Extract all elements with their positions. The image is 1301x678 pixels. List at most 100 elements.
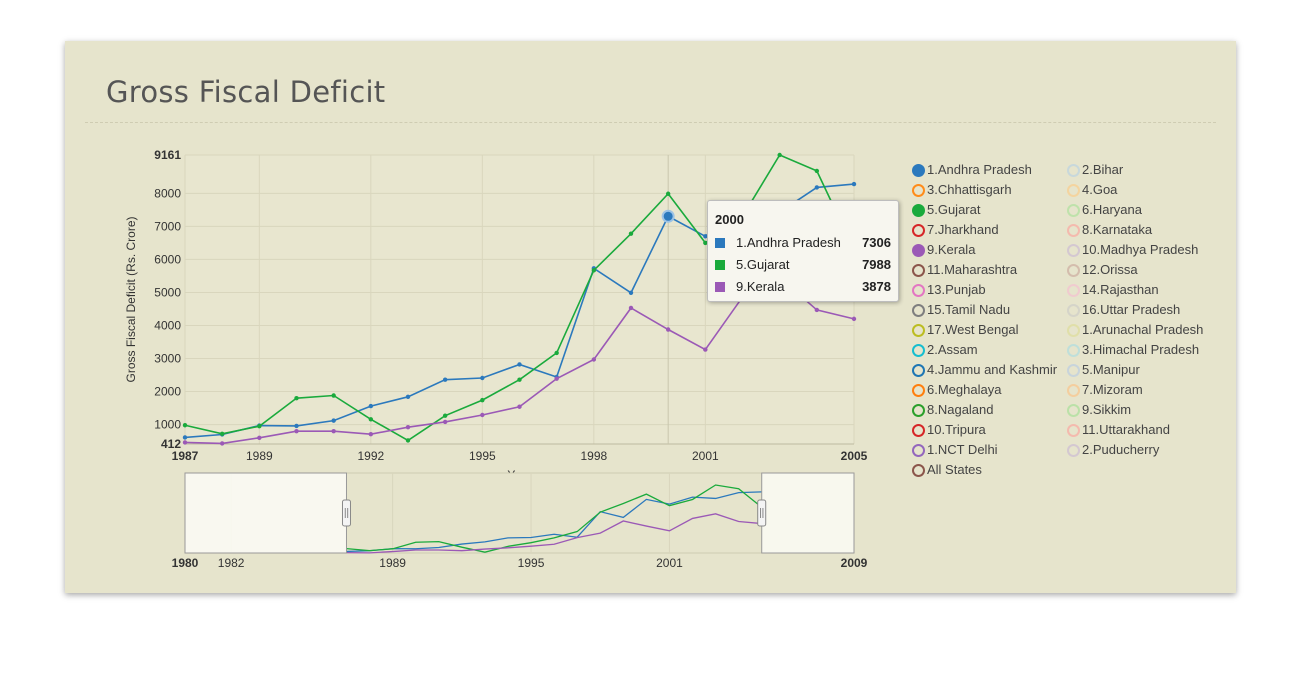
legend-label: 2.Bihar [1082, 162, 1124, 177]
legend-marker-icon [1067, 304, 1080, 317]
data-point[interactable] [554, 350, 559, 356]
tooltip-series-name: 1.Andhra Pradesh [736, 235, 841, 250]
navigator-tick-label: 1989 [379, 556, 406, 570]
x-tick-label: 1995 [469, 449, 496, 463]
legend-marker-icon [1067, 184, 1080, 197]
y-tick-label: 7000 [154, 219, 181, 233]
data-point[interactable] [703, 234, 708, 239]
data-point[interactable] [405, 438, 411, 443]
data-point[interactable] [368, 403, 374, 409]
legend-label: 8.Nagaland [927, 402, 994, 417]
data-point[interactable] [517, 404, 522, 409]
legend-marker-icon [912, 364, 925, 377]
data-point[interactable] [368, 431, 374, 437]
data-point[interactable] [814, 168, 820, 174]
chart-panel: Gross Fiscal Deficit 412 1000 2000 3000 4000… [65, 41, 1236, 593]
data-point[interactable] [628, 290, 634, 295]
data-point[interactable] [294, 423, 299, 429]
legend-marker-icon [912, 304, 925, 317]
data-point[interactable] [554, 376, 559, 381]
data-point[interactable] [480, 397, 485, 403]
data-point[interactable] [591, 357, 597, 362]
legend-label: 16.Uttar Pradesh [1082, 302, 1181, 317]
navigator-series-line [346, 484, 763, 553]
data-point[interactable] [331, 393, 336, 398]
legend-label: 11.Maharashtra [927, 262, 1018, 277]
data-point[interactable] [814, 307, 820, 313]
legend-marker-icon [912, 444, 925, 457]
data-point[interactable] [182, 435, 188, 440]
legend-marker-icon [912, 464, 925, 477]
tooltip-year: 2000 [715, 212, 744, 227]
data-point[interactable] [851, 181, 857, 187]
chart-title: Gross Fiscal Deficit [106, 75, 386, 109]
legend-marker-icon [912, 164, 925, 177]
data-point[interactable] [219, 441, 225, 446]
legend-label: 5.Gujarat [927, 202, 981, 217]
hover-marker [661, 209, 675, 223]
y-tick-label: 412 [161, 437, 181, 451]
data-point[interactable] [442, 413, 448, 418]
data-point[interactable] [219, 431, 225, 437]
legend-marker-icon [912, 384, 925, 397]
y-axis-title: Gross Fiscal Deficit (Rs. Crore) [124, 216, 138, 382]
navigator-handle[interactable] [341, 499, 351, 527]
data-point[interactable] [628, 231, 634, 236]
navigator-handle[interactable] [757, 499, 767, 527]
data-point[interactable] [368, 417, 374, 422]
y-tick-label: 9161 [154, 148, 181, 162]
line-chart[interactable]: 412 1000 2000 3000 4000 5000 6000 7000 8000 9161 1… [65, 41, 1236, 593]
data-point[interactable] [405, 425, 411, 430]
y-tick-label: 5000 [154, 285, 181, 299]
data-point[interactable] [182, 423, 188, 428]
legend-label: 9.Kerala [927, 242, 976, 257]
legend-label: 17.West Bengal [927, 322, 1019, 337]
legend-label: 13.Punjab [927, 282, 986, 297]
legend-marker-icon [1067, 404, 1080, 417]
legend-label: 10.Madhya Pradesh [1082, 242, 1199, 257]
data-point[interactable] [517, 377, 522, 382]
data-point[interactable] [405, 394, 411, 400]
data-point[interactable] [257, 435, 262, 440]
data-point[interactable] [182, 440, 188, 445]
legend-label: 7.Mizoram [1082, 382, 1143, 397]
legend-label: 6.Meghalaya [927, 382, 1002, 397]
data-point[interactable] [257, 424, 262, 429]
tooltip-series-name: 9.Kerala [736, 279, 785, 294]
legend-label: 9.Sikkim [1082, 402, 1132, 417]
data-point[interactable] [777, 152, 782, 158]
legend-marker-icon [912, 284, 925, 297]
legend-marker-icon [912, 424, 925, 437]
legend-marker-icon [1067, 344, 1080, 357]
legend-marker-icon [1067, 244, 1080, 257]
tooltip-series-value: 7988 [862, 257, 891, 272]
data-point[interactable] [851, 316, 857, 322]
data-point[interactable] [665, 191, 671, 196]
title-divider [85, 122, 1216, 123]
legend-marker-icon [1067, 424, 1080, 437]
data-point[interactable] [665, 327, 671, 332]
data-point[interactable] [591, 268, 597, 273]
data-point[interactable] [331, 428, 336, 434]
data-point[interactable] [703, 347, 708, 352]
data-point[interactable] [814, 185, 820, 190]
data-point[interactable] [703, 240, 708, 246]
legend-label: 3.Chhattisgarh [927, 182, 1012, 197]
tooltip-series-name: 5.Gujarat [736, 257, 790, 272]
tooltip-row: 1.Andhra Pradesh 7306 [715, 235, 891, 251]
data-point[interactable] [628, 305, 634, 311]
data-point[interactable] [480, 375, 485, 381]
navigator-tick-label: 1995 [518, 556, 545, 570]
data-point[interactable] [294, 395, 299, 401]
data-tooltip: 2000 1.Andhra Pradesh 7306 5.Gujarat 798… [707, 200, 899, 302]
data-point[interactable] [442, 377, 448, 382]
legend-label: 10.Tripura [927, 422, 986, 437]
legend-marker-icon [1067, 384, 1080, 397]
legend-label: All States [927, 462, 982, 477]
legend-label: 4.Goa [1082, 182, 1118, 197]
data-point[interactable] [294, 428, 299, 434]
data-point[interactable] [480, 412, 485, 418]
data-point[interactable] [331, 418, 336, 423]
data-point[interactable] [442, 419, 448, 425]
data-point[interactable] [517, 362, 522, 367]
